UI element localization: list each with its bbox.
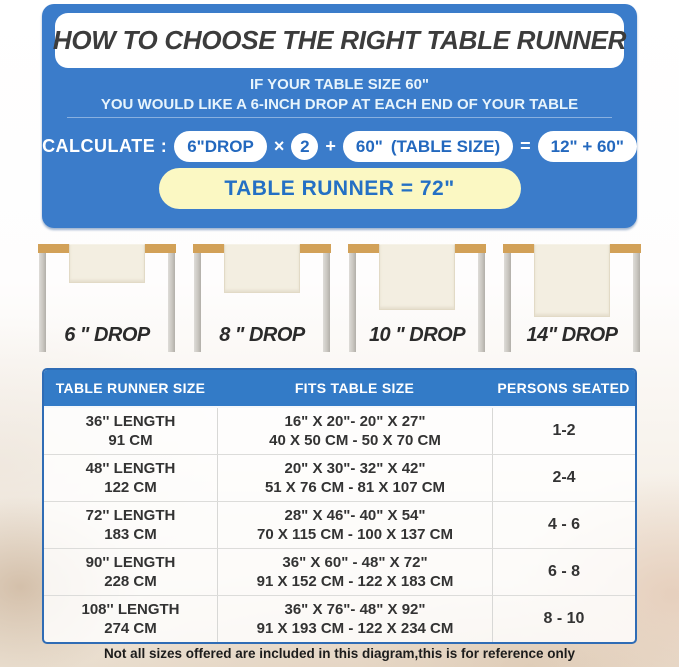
table-leg-right [478, 253, 485, 352]
table-diagram-6in: 6 " DROP [38, 230, 176, 368]
table-diagram-10in: 10 " DROP [348, 230, 486, 368]
drop-label: 10 " DROP [368, 324, 466, 346]
persons-cell: 4 - 6 [492, 502, 635, 548]
times-sign: × [273, 136, 285, 156]
subtitle-line1: IF YOUR TABLE SIZE 60" [249, 76, 430, 93]
runner-cloth [69, 244, 145, 283]
table-diagram-14in: 14" DROP [503, 230, 641, 368]
fits-size-cm: 40 X 50 CM - 50 X 70 CM [269, 432, 441, 449]
fits-size-inches: 16" X 20"- 20" X 27" [284, 412, 426, 430]
calculation-row: CALCULATE : 6"DROP × 2 + 60" (TABLE SIZE)… [42, 131, 637, 162]
runner-size-inches: 108'' LENGTH [81, 600, 180, 618]
size-table-header: TABLE RUNNER SIZE FITS TABLE SIZE PERSON… [44, 370, 635, 408]
fits-size-cell: 20" X 30"- 32" X 42" 51 X 76 CM - 81 X 1… [217, 455, 492, 501]
result-pill: TABLE RUNNER = 72" [158, 168, 521, 209]
fits-size-cell: 36" X 60" - 48" X 72" 91 X 152 CM - 122 … [217, 549, 492, 595]
runner-cloth [224, 244, 300, 293]
table-row: 108'' LENGTH 274 CM 36" X 76"- 48" X 92"… [44, 595, 635, 642]
fits-size-cm: 91 X 152 CM - 122 X 183 CM [256, 573, 454, 590]
runner-size-cell: 36'' LENGTH 91 CM [44, 408, 217, 454]
size-table-body: 36'' LENGTH 91 CM 16" X 20"- 20" X 27" 4… [44, 408, 635, 642]
persons-cell: 6 - 8 [492, 549, 635, 595]
fits-size-inches: 20" X 30"- 32" X 42" [284, 459, 426, 477]
runner-size-cm: 228 CM [104, 573, 157, 590]
runner-size-cm: 274 CM [104, 620, 157, 637]
table-leg-left [194, 253, 201, 352]
equals-sign: = [520, 136, 531, 156]
runner-size-cell: 108'' LENGTH 274 CM [44, 596, 217, 642]
column-header-fits-size: FITS TABLE SIZE [294, 380, 415, 396]
fits-size-cell: 28" X 46"- 40" X 54" 70 X 115 CM - 100 X… [217, 502, 492, 548]
drop-label: 14" DROP [526, 324, 618, 346]
table-size-label: (TABLE SIZE) [390, 136, 501, 156]
page-title: HOW TO CHOOSE THE RIGHT TABLE RUNNER [52, 25, 627, 55]
multiplier-circle: 2 [291, 133, 319, 160]
fits-size-cm: 70 X 115 CM - 100 X 137 CM [257, 526, 453, 543]
table-size-pill: 60" (TABLE SIZE) [342, 131, 514, 162]
table-leg-left [349, 253, 356, 352]
column-header-runner-size: TABLE RUNNER SIZE [55, 380, 206, 396]
drop-diagrams: 6 " DROP 8 " DROP 10 " DROP 14" DROP [38, 230, 641, 368]
fits-size-cm: 51 X 76 CM - 81 X 107 CM [264, 479, 446, 496]
table-leg-right [323, 253, 330, 352]
disclaimer-note: Not all sizes offered are included in th… [103, 646, 576, 661]
runner-size-cm: 183 CM [104, 526, 157, 543]
runner-size-cm: 91 CM [108, 432, 153, 449]
calculate-label: CALCULATE : [42, 136, 168, 156]
plus-sign: + [325, 136, 336, 156]
runner-cloth [534, 244, 610, 317]
table-row: 90'' LENGTH 228 CM 36" X 60" - 48" X 72"… [44, 548, 635, 595]
runner-size-inches: 90'' LENGTH [85, 553, 176, 571]
table-size-value: 60" [355, 136, 383, 156]
runner-size-inches: 48'' LENGTH [85, 459, 176, 477]
divider-line [67, 117, 612, 118]
runner-size-inches: 36'' LENGTH [85, 412, 176, 430]
table-diagram-8in: 8 " DROP [193, 230, 331, 368]
runner-size-cell: 72'' LENGTH 183 CM [44, 502, 217, 548]
size-table: TABLE RUNNER SIZE FITS TABLE SIZE PERSON… [42, 368, 637, 644]
header-panel: HOW TO CHOOSE THE RIGHT TABLE RUNNER IF … [42, 4, 637, 228]
table-leg-left [39, 253, 46, 352]
fits-size-cell: 16" X 20"- 20" X 27" 40 X 50 CM - 50 X 7… [217, 408, 492, 454]
subtitle-line2: YOU WOULD LIKE A 6-INCH DROP AT EACH END… [100, 96, 579, 113]
runner-size-inches: 72'' LENGTH [85, 506, 176, 524]
drop-pill: 6"DROP [174, 131, 267, 162]
sum-pill: 12" + 60" [537, 131, 637, 162]
table-row: 36'' LENGTH 91 CM 16" X 20"- 20" X 27" 4… [44, 408, 635, 454]
runner-size-cell: 90'' LENGTH 228 CM [44, 549, 217, 595]
drop-label: 6 " DROP [64, 324, 150, 346]
table-row: 48'' LENGTH 122 CM 20" X 30"- 32" X 42" … [44, 454, 635, 501]
column-header-persons: PERSONS SEATED [497, 380, 630, 396]
persons-cell: 1-2 [492, 408, 635, 454]
table-leg-left [504, 253, 511, 352]
fits-size-cell: 36" X 76"- 48" X 92" 91 X 193 CM - 122 X… [217, 596, 492, 642]
fits-size-inches: 36" X 76"- 48" X 92" [284, 600, 426, 618]
table-leg-right [168, 253, 175, 352]
runner-size-cm: 122 CM [104, 479, 157, 496]
table-leg-right [633, 253, 640, 352]
persons-cell: 2-4 [492, 455, 635, 501]
fits-size-inches: 28" X 46"- 40" X 54" [284, 506, 426, 524]
table-row: 72'' LENGTH 183 CM 28" X 46"- 40" X 54" … [44, 501, 635, 548]
fits-size-cm: 91 X 193 CM - 122 X 234 CM [256, 620, 454, 637]
runner-cloth [379, 244, 455, 310]
drop-label: 8 " DROP [219, 324, 305, 346]
title-box: HOW TO CHOOSE THE RIGHT TABLE RUNNER [52, 13, 627, 68]
runner-size-cell: 48'' LENGTH 122 CM [44, 455, 217, 501]
fits-size-inches: 36" X 60" - 48" X 72" [282, 553, 428, 571]
persons-cell: 8 - 10 [492, 596, 635, 642]
